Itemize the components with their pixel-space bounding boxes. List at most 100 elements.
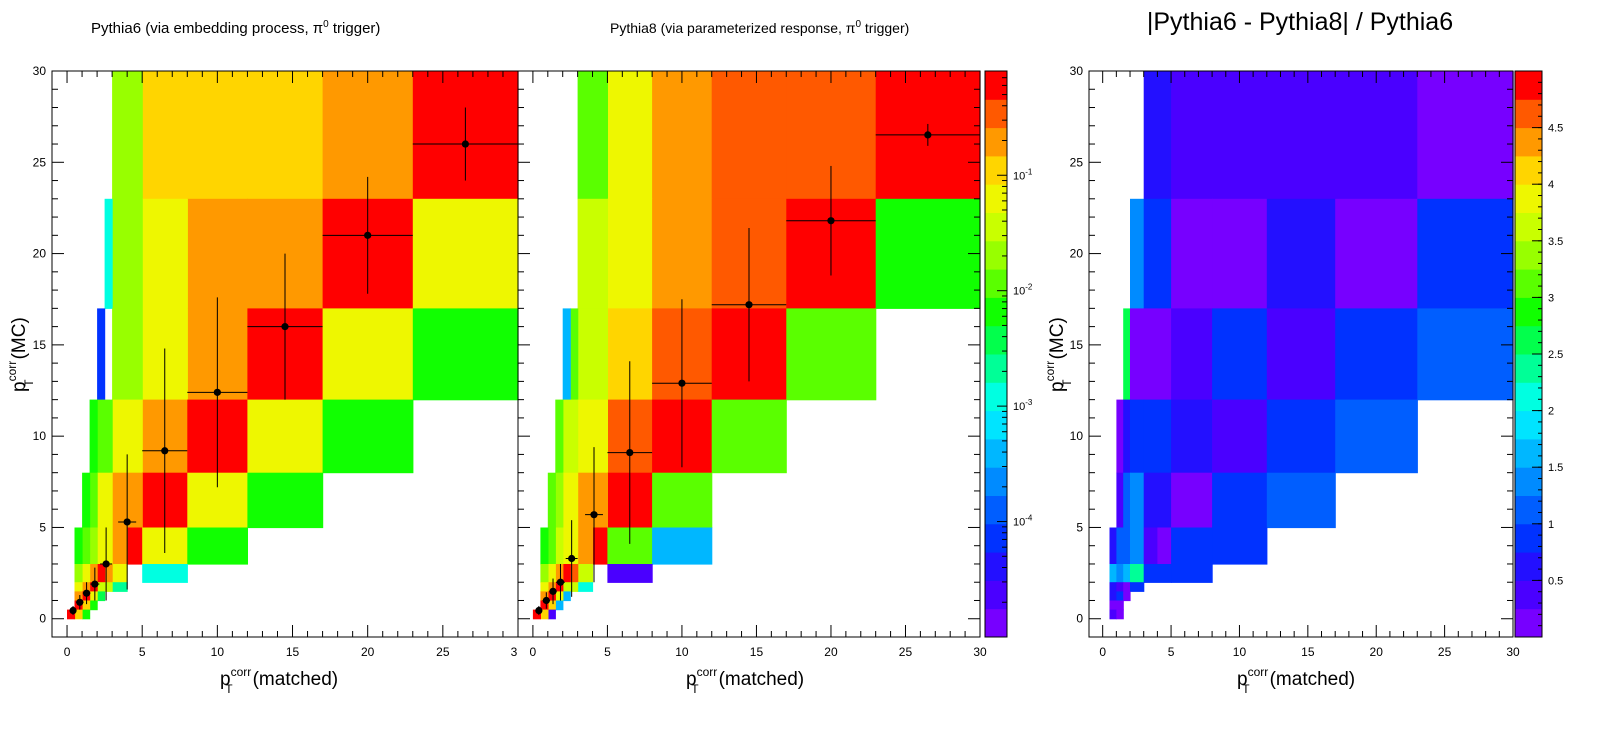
heatmap-cell [1130, 582, 1145, 592]
heatmap-cell [112, 71, 143, 200]
colorbar-tick-label: 4 [1548, 179, 1554, 191]
colorbar-band [1515, 410, 1542, 440]
x-tick-label: 0 [1099, 645, 1106, 659]
heatmap-cell [1417, 71, 1514, 200]
colorbar-band [985, 495, 1007, 525]
colorbar-band [985, 240, 1007, 270]
colorbar-band [1515, 523, 1542, 553]
profile-point [678, 379, 686, 387]
colorbar-tick-label: 0.5 [1548, 575, 1563, 587]
colorbar-band [1515, 325, 1542, 355]
heatmap-cell [97, 472, 113, 529]
x-tick-label: 3 [511, 645, 518, 659]
y-tick-label: 15 [1070, 338, 1084, 352]
heatmap-cell [112, 582, 128, 592]
y-tick-label: 10 [33, 429, 47, 443]
y-tick-label: 30 [33, 64, 47, 78]
heatmap-cell [577, 472, 608, 529]
heatmap-cell [1130, 399, 1145, 474]
heatmap-cell [112, 198, 143, 309]
x-tick-label: 10 [1233, 645, 1247, 659]
heatmap-cell [1130, 564, 1145, 583]
colorbar-band [985, 155, 1007, 185]
colorbar-band [1515, 240, 1542, 270]
profile-point [590, 511, 598, 519]
heatmap-cell [1212, 472, 1268, 529]
colorbar-tick-label: 1.5 [1548, 462, 1563, 474]
heatmap-cell [82, 527, 91, 565]
heatmap-cell [1130, 198, 1145, 309]
heatmap-cell [1171, 472, 1213, 529]
x-tick-label: 5 [604, 645, 611, 659]
panel1-yaxis-title: pcorrT(MC) [5, 317, 36, 392]
heatmap-cell [1171, 564, 1213, 583]
x-tick-label: 30 [1506, 645, 1520, 659]
colorbar-band [985, 438, 1007, 468]
heatmap-cell [1109, 582, 1117, 592]
heatmap-cell [142, 71, 188, 200]
heatmap-cell [562, 308, 571, 401]
heatmap-cell [547, 609, 556, 620]
colorbar-tick-label: 10-2 [1013, 283, 1033, 298]
heatmap-cell [1123, 308, 1131, 401]
heatmap-cell [540, 609, 549, 620]
heatmap-cell [1143, 71, 1172, 200]
heatmap-cell [97, 308, 106, 401]
x-tick-label: 10 [211, 645, 225, 659]
x-tick-label: 25 [1438, 645, 1452, 659]
profile-point [364, 231, 372, 239]
heatmap-cell [1171, 399, 1213, 474]
heatmap-cell [652, 71, 713, 200]
colorbar-band [985, 467, 1007, 496]
profile-point [535, 606, 543, 615]
heatmap-cell [555, 527, 564, 565]
heatmap-cell [1130, 308, 1145, 401]
y-tick-label: 20 [33, 247, 47, 261]
x-tick-label: 0 [530, 645, 537, 659]
heatmap-cell [1123, 472, 1131, 529]
profile-point [281, 323, 289, 331]
heatmap-cell [577, 564, 594, 583]
profile-point [745, 301, 753, 309]
heatmap-cell [1143, 527, 1158, 565]
heatmap-cell [82, 609, 91, 620]
heatmap-cell [1116, 600, 1124, 611]
heatmap-cell [1417, 198, 1514, 309]
heatmap-cell [82, 564, 91, 583]
heatmap-cell [555, 582, 564, 592]
heatmap-cell [555, 591, 564, 602]
x-tick-label: 10 [675, 645, 689, 659]
profile-point [827, 217, 835, 225]
heatmap-cell [1123, 564, 1131, 583]
y-tick-label: 5 [1076, 520, 1083, 534]
profile-point [542, 596, 550, 605]
colorbar-tick-label: 4.5 [1548, 123, 1563, 135]
heatmap-cell [67, 609, 76, 620]
heatmap-cell [555, 564, 564, 583]
x-tick-label: 20 [824, 645, 838, 659]
y-tick-label: 15 [33, 338, 47, 352]
colorbar-band [1515, 580, 1542, 610]
heatmap-cell [97, 527, 113, 565]
heatmap-cell [1109, 591, 1117, 602]
colorbar-band [985, 71, 1007, 100]
heatmap-cell [1417, 308, 1514, 401]
heatmap-cell [592, 527, 608, 565]
heatmap-cell [555, 600, 564, 611]
heatmap-cell [74, 591, 83, 602]
heatmap-cell [82, 600, 91, 611]
heatmap-cell [89, 472, 98, 529]
heatmap-cell [562, 527, 579, 565]
heatmap-cell [97, 399, 113, 474]
heatmap-cell [97, 582, 113, 592]
profile-point [556, 578, 565, 586]
colorbar-band [1515, 297, 1542, 327]
heatmap-cell [1335, 198, 1418, 309]
colorbar-band [985, 184, 1007, 213]
profile-point [91, 580, 99, 588]
heatmap-cell [142, 564, 188, 583]
heatmap-cell [1171, 198, 1213, 309]
panel3-title: |Pythia6 - Pythia8| / Pythia6 [1147, 8, 1453, 36]
heatmap-cell [104, 198, 113, 309]
